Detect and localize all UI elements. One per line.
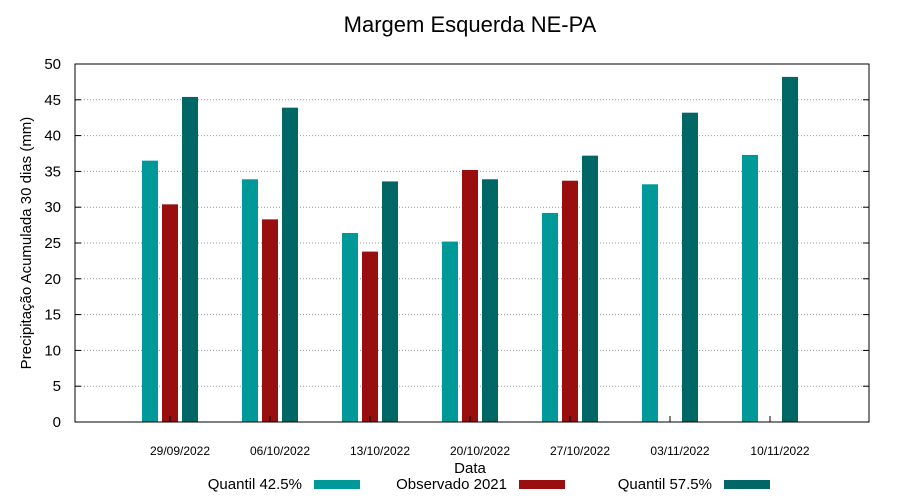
y-axis-label: Precipitação Acumulada 30 dias (mm) <box>18 117 35 370</box>
legend-label: Quantil 57.5% <box>618 476 712 493</box>
legend-label: Observado 2021 <box>396 476 507 493</box>
y-axis: 0 5 10 15 20 25 30 35 40 45 50 <box>44 56 869 431</box>
legend-label: Quantil 42.5% <box>208 476 302 493</box>
y-tick-label: 0 <box>53 414 61 431</box>
bar-quantil-42-5- <box>142 160 158 422</box>
grid <box>75 99 869 387</box>
x-tick-label: 13/10/2022 <box>350 444 410 458</box>
x-axis: 29/09/2022 06/10/2022 13/10/2022 20/10/2022… <box>150 416 810 458</box>
legend-swatch <box>724 480 770 489</box>
bar-quantil-42-5- <box>742 154 758 422</box>
bar-quantil-42-5- <box>542 212 558 422</box>
x-tick-label: 06/10/2022 <box>250 444 310 458</box>
bar-observado-2021 <box>262 219 278 422</box>
chart-title: Margem Esquerda NE-PA <box>344 12 597 37</box>
y-tick-label: 20 <box>44 271 61 288</box>
bar-observado-2021 <box>462 169 478 422</box>
bar-quantil-42-5- <box>442 241 458 422</box>
x-tick-label: 03/11/2022 <box>650 444 709 458</box>
x-tick-label: 20/10/2022 <box>450 444 510 458</box>
x-tick-label: 29/09/2022 <box>150 444 210 458</box>
bar-quantil-42-5- <box>242 179 258 422</box>
bar-observado-2021 <box>162 204 178 422</box>
bar-quantil-57-5- <box>382 181 398 422</box>
bar-quantil-57-5- <box>782 76 798 422</box>
y-tick-label: 30 <box>44 199 61 216</box>
bars <box>142 76 798 423</box>
legend-swatch <box>314 480 360 489</box>
x-tick-label: 10/11/2022 <box>750 444 809 458</box>
bar-quantil-57-5- <box>482 179 498 422</box>
y-tick-label: 45 <box>44 92 61 109</box>
y-tick-label: 40 <box>44 128 61 145</box>
y-tick-label: 25 <box>44 235 61 252</box>
x-axis-label: Data <box>454 460 486 477</box>
y-tick-label: 35 <box>44 163 61 180</box>
legend: Quantil 42.5% Observado 2021 Quantil 57.5% <box>208 476 770 493</box>
bar-observado-2021 <box>362 251 378 422</box>
bar-quantil-57-5- <box>582 155 598 422</box>
bar-quantil-42-5- <box>642 184 658 422</box>
y-tick-label: 5 <box>53 378 61 395</box>
legend-swatch <box>519 480 565 489</box>
bar-quantil-57-5- <box>682 112 698 423</box>
bar-quantil-57-5- <box>182 96 198 422</box>
bar-quantil-42-5- <box>342 232 358 422</box>
y-tick-label: 10 <box>44 342 61 359</box>
bar-observado-2021 <box>562 180 578 422</box>
x-tick-label: 27/10/2022 <box>550 444 610 458</box>
y-tick-label: 15 <box>44 307 61 324</box>
y-tick-label: 50 <box>44 56 61 73</box>
bar-quantil-57-5- <box>282 107 298 423</box>
